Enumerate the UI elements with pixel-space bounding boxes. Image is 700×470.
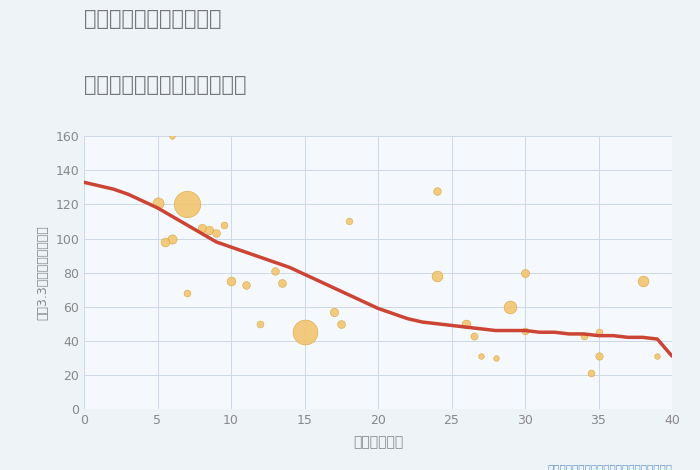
Point	[593, 329, 604, 336]
Point	[490, 354, 501, 361]
Point	[270, 267, 281, 274]
Point	[652, 352, 663, 360]
Point	[336, 320, 347, 328]
Point	[343, 218, 354, 225]
Point	[196, 225, 207, 232]
Point	[475, 352, 486, 360]
Point	[225, 277, 237, 285]
Point	[431, 187, 442, 195]
Point	[637, 277, 648, 285]
Text: 奈良県奈良市鹿野園町の: 奈良県奈良市鹿野園町の	[84, 9, 221, 30]
Point	[593, 352, 604, 360]
Point	[461, 320, 472, 328]
Point	[586, 369, 597, 377]
Text: 築年数別中古マンション価格: 築年数別中古マンション価格	[84, 75, 246, 95]
Point	[578, 332, 589, 339]
Point	[167, 235, 178, 243]
Y-axis label: 坪（3.3㎡）単価（万円）: 坪（3.3㎡）単価（万円）	[36, 225, 50, 320]
Point	[160, 238, 171, 246]
Point	[519, 269, 531, 276]
Point	[468, 332, 479, 339]
Point	[431, 272, 442, 280]
Point	[152, 199, 163, 206]
Point	[277, 279, 288, 287]
Point	[519, 327, 531, 334]
Point	[328, 308, 339, 315]
Point	[299, 329, 310, 336]
Point	[181, 201, 193, 208]
Point	[218, 221, 230, 229]
Point	[181, 290, 193, 297]
Point	[167, 133, 178, 140]
Text: 円の大きさは、取引のあった物件面積を示す: 円の大きさは、取引のあった物件面積を示す	[547, 463, 672, 470]
Point	[505, 303, 516, 311]
Point	[240, 281, 251, 288]
X-axis label: 築年数（年）: 築年数（年）	[353, 435, 403, 449]
Point	[203, 226, 214, 234]
Point	[255, 320, 266, 328]
Point	[211, 230, 222, 237]
